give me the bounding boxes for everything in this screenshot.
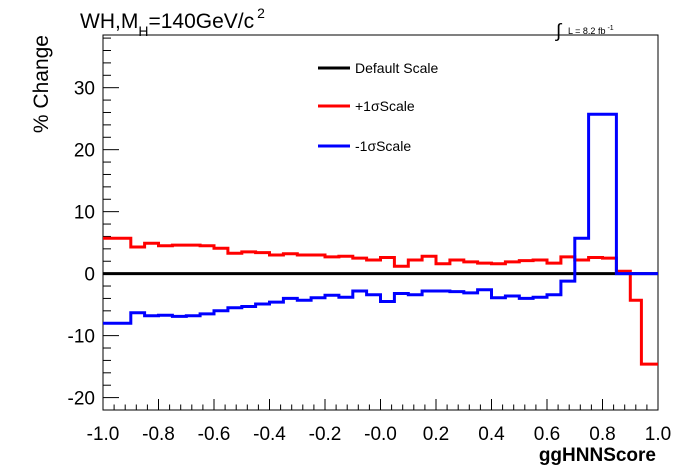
legend-label-default-scale: Default Scale	[355, 60, 438, 76]
x-tick-label: 0.6	[534, 424, 560, 445]
x-tick-label: -0.6	[198, 424, 231, 445]
x-axis-ticks: -1.0 -0.8 -0.6 -0.4 -0.2 -0.0 0.2 0.4 0.6 0.8 1.0	[87, 399, 671, 445]
title-main: WH,M	[80, 10, 138, 33]
x-tick-label: -0.4	[253, 424, 286, 445]
series-layer	[103, 112, 658, 366]
x-tick-label: -0.0	[364, 424, 397, 445]
plot-frame	[102, 34, 659, 411]
lumi-text: L = 8.2 fb	[568, 26, 605, 36]
legend-label--1sscale: +1σScale	[355, 98, 415, 114]
title-sub: H	[138, 23, 148, 39]
y-tick-label: 20	[74, 141, 95, 162]
x-tick-label: 0.2	[423, 424, 449, 445]
y-tick-label: 30	[74, 79, 95, 100]
y-tick-label: 10	[74, 203, 95, 224]
x-tick-label: 0.8	[589, 424, 615, 445]
lumi-label: L = 8.2 fb -1	[568, 25, 614, 36]
y-tick-label: -10	[68, 327, 95, 348]
x-tick-label: 1.0	[645, 424, 671, 445]
x-tick-label: -0.2	[309, 424, 342, 445]
y-axis-ticks: -20 -10 0 10 20 30	[68, 37, 119, 411]
legend-label--1sscale: -1σScale	[355, 138, 411, 154]
title-rest: =140GeV/c	[148, 10, 254, 33]
lumi-sup: -1	[607, 25, 613, 32]
x-tick-label: -0.8	[142, 424, 175, 445]
lumi-integral: ∫	[555, 21, 563, 42]
y-tick-label: -20	[68, 389, 95, 410]
title-sup: 2	[257, 5, 265, 21]
series-line--1sscale	[103, 112, 658, 325]
x-tick-label: 0.4	[478, 424, 505, 445]
chart-title: WH,MH=140GeV/c 2	[80, 5, 265, 39]
legend: Default Scale +1σScale -1σScale	[318, 60, 438, 154]
x-tick-label: -1.0	[87, 424, 120, 445]
y-tick-label: 0	[84, 265, 95, 286]
y-axis-label: % Change	[30, 35, 53, 133]
x-axis-label: ggHNNScore	[539, 445, 656, 466]
